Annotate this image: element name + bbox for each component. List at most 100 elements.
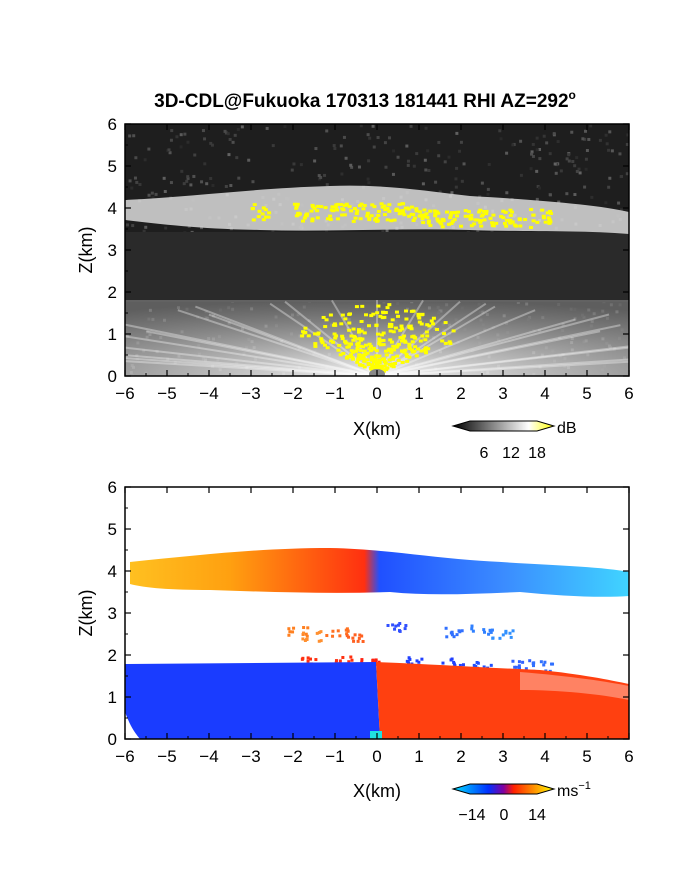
yellow-pixel [411, 218, 416, 222]
velocity-speck [360, 658, 364, 662]
yellow-pixel [389, 350, 394, 354]
velocity-speck [331, 629, 335, 633]
noise-pixel [169, 138, 173, 142]
noise-pixel [143, 158, 147, 162]
velocity-speck [501, 633, 505, 637]
velocity-speck [531, 664, 535, 668]
noise-pixel [186, 140, 190, 144]
noise-pixel [130, 186, 134, 190]
yellow-pixel [392, 348, 397, 352]
yellow-pixel [329, 339, 334, 343]
velocity-speck [341, 655, 345, 659]
chart-title: 3D-CDL@Fukuoka 170313 181441 RHI AZ=292o [154, 88, 576, 112]
fan-ray [177, 309, 378, 376]
yellow-pixel [443, 321, 448, 325]
noise-pixel [608, 176, 612, 180]
y-tick-label: 3 [108, 604, 117, 623]
yellow-pixel [479, 214, 484, 218]
velocity-speck [450, 630, 454, 634]
fan-ray [376, 346, 629, 376]
yellow-pixel [321, 315, 326, 319]
yellow-pixel [353, 349, 358, 353]
noise-pixel [505, 191, 509, 195]
yellow-pixel [368, 349, 373, 353]
noise-pixel [618, 152, 622, 156]
fan-ray [376, 330, 601, 376]
noise-pixel [455, 166, 459, 170]
noise-pixel [626, 133, 629, 137]
noise-pixel [538, 157, 542, 161]
noise-pixel [168, 151, 172, 155]
noise-pixel [323, 173, 327, 177]
yellow-pixel [316, 331, 321, 335]
yellow-pixel [548, 209, 553, 213]
yellow-pixel [542, 216, 547, 220]
yellow-pixel [400, 360, 405, 364]
yellow-pixel [351, 350, 356, 354]
velocity-speck [357, 636, 361, 640]
yellow-pixel [431, 322, 436, 326]
velocity-speck [306, 659, 310, 663]
velocity-speck [511, 659, 515, 663]
noise-pixel [583, 129, 587, 133]
yellow-pixel [517, 218, 522, 222]
yellow-pixel [545, 211, 550, 215]
noise-pixel [584, 167, 588, 171]
noise-pixel [535, 169, 539, 173]
yellow-pixel [407, 342, 412, 346]
yellow-pixel [390, 357, 395, 361]
noise-pixel [565, 157, 569, 161]
y-tick-label: 4 [108, 562, 117, 581]
yellow-pixel [425, 215, 430, 219]
x-tick-label: 5 [582, 384, 591, 403]
noise-pixel [585, 148, 589, 152]
yellow-pixel [355, 209, 360, 213]
yellow-pixel [381, 338, 386, 342]
velocity-colorbar-bar [451, 783, 556, 795]
yellow-pixel [315, 204, 320, 208]
fan-ray [208, 313, 378, 376]
velocity-speck [306, 626, 310, 630]
yellow-pixel [301, 330, 306, 334]
yellow-pixel [303, 330, 308, 334]
noise-pixel [150, 191, 154, 195]
velocity-speck [475, 660, 479, 664]
velocity-speck [344, 628, 348, 632]
noise-pixel [607, 148, 611, 152]
velocity-speck [287, 627, 291, 631]
velocity-speck [488, 628, 492, 632]
velocity-speck [420, 657, 424, 661]
yellow-pixel [351, 338, 356, 342]
velocity-speck [345, 632, 349, 636]
intensity-colorbar-bar [451, 420, 556, 432]
x-tick-label: −5 [157, 384, 176, 403]
x-tick-label: 2 [456, 384, 465, 403]
noise-pixel [366, 177, 370, 181]
yellow-pixel [361, 207, 366, 211]
yellow-pixel [371, 312, 376, 316]
yellow-pixel [319, 205, 324, 209]
velocity-speck [338, 634, 342, 638]
yellow-pixel [535, 220, 540, 224]
noise-pixel [498, 129, 502, 133]
noise-pixel [200, 180, 204, 184]
velocity-speck [455, 633, 459, 637]
yellow-pixel [372, 357, 377, 361]
velocity-speck [361, 639, 365, 643]
noise-pixel [231, 140, 235, 144]
noise-pixel [409, 124, 413, 128]
y-tick-label: 6 [108, 478, 117, 497]
yellow-pixel [387, 303, 392, 307]
noise-pixel [366, 133, 370, 137]
yellow-pixel [306, 334, 311, 338]
intensity-colorbar: dB 6 12 18 [451, 420, 577, 462]
velocity-speck [453, 664, 457, 668]
noise-pixel [607, 185, 611, 189]
velocity-axes: −6 −5 −4 −3 −2 −1 0 1 2 3 4 5 6 0 1 2 3 4 5 6 [108, 478, 634, 766]
yellow-pixel [349, 353, 354, 357]
yellow-pixel [440, 225, 445, 229]
yellow-pixel [397, 202, 402, 206]
y-tick-label: 5 [108, 157, 117, 176]
yellow-pixel [412, 216, 417, 220]
